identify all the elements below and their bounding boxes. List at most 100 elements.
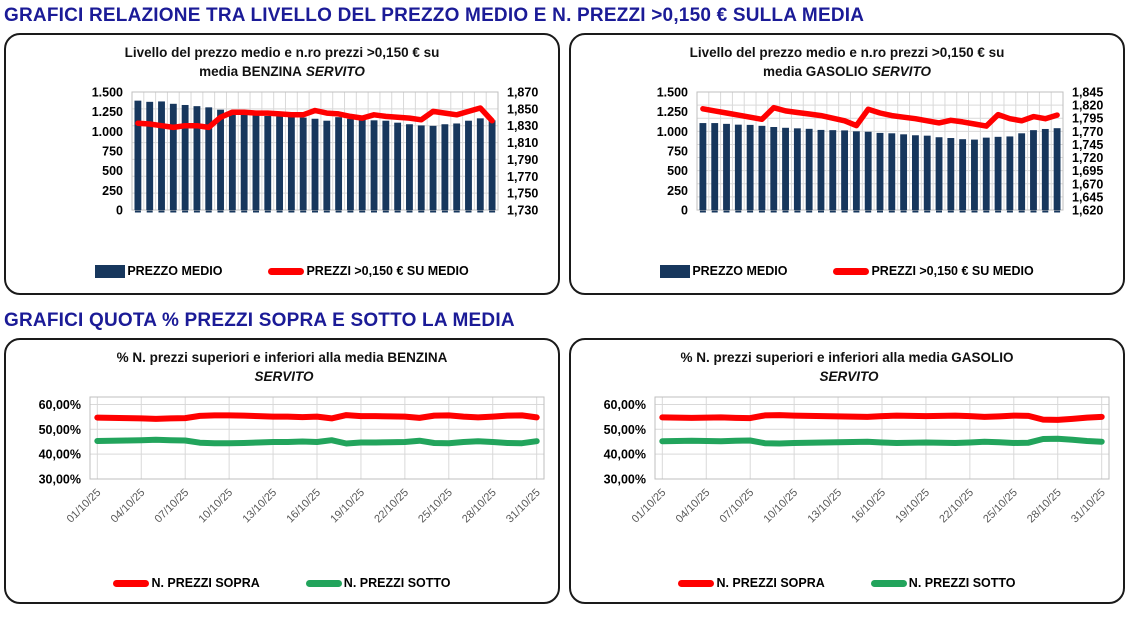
bar bbox=[429, 125, 437, 210]
bar bbox=[158, 101, 165, 210]
right-axis-tick: 1,620 bbox=[1072, 203, 1103, 217]
left-axis-tick: 250 bbox=[667, 184, 688, 198]
bar bbox=[758, 125, 766, 210]
legend-label: N. PREZZI SOTTO bbox=[343, 576, 451, 590]
date-label: 16/10/25 bbox=[284, 486, 323, 525]
chart-plot-pct-benzina: 60,00% 50,00% 40,00% 30,00% 01/10/25 04/10/25… bbox=[6, 391, 558, 545]
y-axis-tick: 40,00% bbox=[39, 447, 81, 461]
chart-legend: N. PREZZI SOPRA N. PREZZI SOTTO bbox=[6, 576, 558, 590]
bar bbox=[841, 130, 849, 210]
y-axis-tick: 30,00% bbox=[39, 472, 81, 486]
bar bbox=[287, 116, 295, 210]
bar bbox=[488, 120, 496, 210]
bar bbox=[358, 119, 366, 210]
right-axis-tick: 1,845 bbox=[1072, 86, 1103, 100]
section-title-relazione: GRAFICI RELAZIONE TRA LIVELLO DEL PREZZO… bbox=[4, 5, 865, 26]
date-label: 22/10/25 bbox=[937, 486, 976, 525]
left-axis-tick: 0 bbox=[116, 203, 123, 217]
bar bbox=[181, 104, 189, 210]
bar bbox=[370, 120, 378, 210]
bar bbox=[205, 107, 213, 210]
right-axis-tick: 1,770 bbox=[1072, 125, 1103, 139]
chart-title-italic: SERVITO bbox=[872, 63, 932, 79]
series-line bbox=[135, 105, 495, 130]
chart-title-line1: Livello del prezzo medio e n.ro prezzi >… bbox=[689, 45, 1005, 60]
legend-label: N. PREZZI SOPRA bbox=[151, 576, 260, 590]
bar bbox=[134, 100, 142, 210]
right-axis-tick: 1,750 bbox=[507, 186, 538, 200]
bar bbox=[335, 116, 343, 210]
chart-canvas: 60,00% 50,00% 40,00% 30,00%01/10/25 04/10/25… bbox=[39, 396, 545, 525]
bar bbox=[394, 122, 402, 210]
right-axis-tick: 1,790 bbox=[507, 153, 538, 167]
bar bbox=[1006, 136, 1014, 210]
chart-legend: PREZZO MEDIO PREZZI >0,150 € SU MEDIO bbox=[6, 264, 558, 278]
series-line bbox=[659, 411, 1105, 423]
legend-swatch-bar-icon bbox=[660, 264, 691, 278]
y-axis-tick: 50,00% bbox=[39, 423, 81, 437]
bar bbox=[417, 125, 425, 210]
right-axis-tick: 1,745 bbox=[1072, 138, 1103, 152]
right-axis-tick: 1,670 bbox=[1072, 177, 1103, 191]
bar bbox=[734, 124, 742, 210]
chart-title-pct-gasolio: % N. prezzi superiori e inferiori alla m… bbox=[581, 349, 1113, 387]
bottom-charts-row: % N. prezzi superiori e inferiori alla m… bbox=[0, 338, 1129, 604]
date-label: 10/10/25 bbox=[761, 486, 800, 525]
bar bbox=[476, 118, 484, 210]
legend-swatch-bar-icon bbox=[95, 264, 126, 278]
bar bbox=[947, 137, 955, 210]
date-label: 16/10/25 bbox=[849, 486, 888, 525]
bar bbox=[782, 127, 789, 210]
left-axis-tick: 500 bbox=[102, 164, 123, 178]
plot-border bbox=[89, 396, 545, 480]
date-label: 19/10/25 bbox=[893, 486, 932, 525]
series-line bbox=[700, 104, 1060, 129]
bar bbox=[1053, 127, 1061, 210]
chart-panel-pct-benzina: % N. prezzi superiori e inferiori alla m… bbox=[4, 338, 560, 604]
date-label: 22/10/25 bbox=[372, 486, 411, 525]
left-axis-tick: 500 bbox=[667, 164, 688, 178]
chart-title-pct-benzina: % N. prezzi superiori e inferiori alla m… bbox=[16, 349, 548, 387]
bar bbox=[971, 139, 978, 210]
date-label: 01/10/25 bbox=[630, 486, 669, 525]
bar bbox=[1030, 129, 1037, 210]
bar bbox=[299, 117, 307, 210]
legend-item-prezzi-su-medio: PREZZI >0,150 € SU MEDIO bbox=[268, 264, 469, 278]
bar bbox=[959, 138, 967, 210]
bar bbox=[311, 118, 319, 210]
bar bbox=[888, 133, 896, 210]
left-axis-tick: 1.500 bbox=[657, 86, 688, 100]
chart-plot-pct-gasolio: 60,00% 50,00% 40,00% 30,00% 01/10/25 04/10/25… bbox=[571, 391, 1123, 545]
date-label: 31/10/25 bbox=[504, 486, 543, 525]
y-axis-tick: 60,00% bbox=[604, 398, 646, 412]
date-label: 13/10/25 bbox=[240, 486, 279, 525]
bar bbox=[453, 123, 461, 210]
bar bbox=[864, 131, 872, 210]
left-axis-tick: 250 bbox=[102, 184, 123, 198]
bar bbox=[994, 136, 1002, 210]
date-label: 07/10/25 bbox=[718, 486, 757, 525]
bar bbox=[746, 124, 754, 210]
legend-item-sotto: N. PREZZI SOTTO bbox=[305, 576, 451, 590]
bar bbox=[406, 124, 413, 210]
bar bbox=[805, 128, 813, 210]
legend-swatch-line-icon bbox=[268, 267, 305, 275]
bar bbox=[382, 120, 390, 210]
left-axis-tick: 0 bbox=[681, 203, 688, 217]
right-axis-tick: 1,770 bbox=[507, 170, 538, 184]
right-axis-tick: 1,795 bbox=[1072, 112, 1103, 126]
date-label: 19/10/25 bbox=[328, 486, 367, 525]
chart-title-line1: % N. prezzi superiori e inferiori alla m… bbox=[116, 350, 448, 365]
y-axis-tick: 50,00% bbox=[604, 423, 646, 437]
legend-label: PREZZI >0,150 € SU MEDIO bbox=[871, 264, 1034, 278]
bar bbox=[982, 137, 990, 210]
bar bbox=[1041, 128, 1049, 210]
right-axis-tick: 1,720 bbox=[1072, 151, 1103, 165]
legend-item-sopra: N. PREZZI SOPRA bbox=[113, 576, 260, 590]
date-label: 07/10/25 bbox=[153, 486, 192, 525]
legend-label: PREZZO MEDIO bbox=[127, 264, 223, 278]
bar bbox=[146, 101, 154, 210]
bar bbox=[876, 132, 884, 210]
date-label: 13/10/25 bbox=[805, 486, 844, 525]
bar bbox=[900, 134, 908, 210]
